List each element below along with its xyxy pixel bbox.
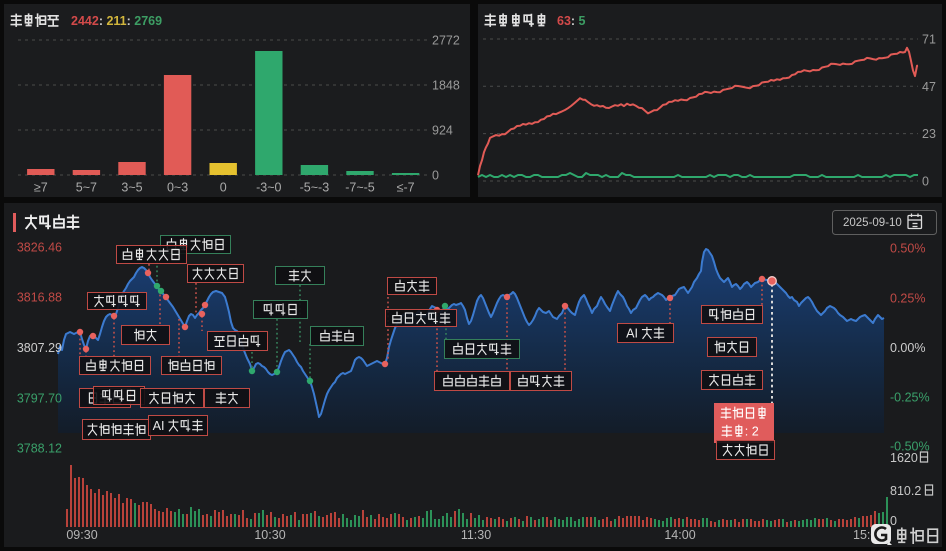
- svg-text:0.00%: 0.00%: [890, 341, 925, 355]
- svg-text:71: 71: [922, 33, 936, 47]
- svg-text:AI: AI: [153, 419, 165, 433]
- svg-text:-5~-3: -5~-3: [300, 181, 330, 195]
- svg-text:≤-7: ≤-7: [397, 181, 415, 195]
- svg-text:47: 47: [922, 80, 936, 94]
- svg-text:0: 0: [432, 169, 439, 183]
- svg-text:2025-09-10: 2025-09-10: [843, 217, 902, 229]
- svg-text:1848: 1848: [432, 79, 460, 93]
- svg-text:3788.12: 3788.12: [17, 442, 62, 456]
- svg-text:0~3: 0~3: [167, 181, 188, 195]
- svg-text:: 2: : 2: [745, 424, 759, 438]
- svg-text:-7~-5: -7~-5: [345, 181, 375, 195]
- svg-text:≥7: ≥7: [34, 181, 48, 195]
- svg-text:-0.25%: -0.25%: [890, 391, 930, 405]
- svg-text:1620: 1620: [890, 451, 918, 465]
- svg-text:23: 23: [922, 127, 936, 141]
- svg-text:0: 0: [890, 514, 897, 528]
- svg-text:0.25%: 0.25%: [890, 292, 925, 306]
- svg-text:2772: 2772: [432, 34, 460, 48]
- svg-text:0: 0: [220, 181, 227, 195]
- svg-text:11:30: 11:30: [461, 528, 491, 542]
- svg-text:3797.70: 3797.70: [17, 392, 62, 406]
- svg-text:3807.29: 3807.29: [17, 341, 62, 355]
- svg-text:09:30: 09:30: [66, 528, 97, 542]
- svg-text:810.2: 810.2: [890, 484, 921, 498]
- svg-text:2442: 211: 2769: 2442: 211: 2769: [71, 14, 162, 28]
- svg-text:924: 924: [432, 124, 453, 138]
- svg-text:AI: AI: [626, 326, 638, 340]
- svg-text:3~5: 3~5: [121, 181, 142, 195]
- svg-text:-0.50%: -0.50%: [890, 440, 930, 454]
- svg-text:5~7: 5~7: [76, 181, 97, 195]
- svg-text:-3~0: -3~0: [256, 181, 281, 195]
- svg-text:14:00: 14:00: [664, 528, 695, 542]
- svg-text:10:30: 10:30: [254, 528, 285, 542]
- svg-text:3826.46: 3826.46: [17, 241, 62, 255]
- svg-text:3816.88: 3816.88: [17, 291, 62, 305]
- svg-text:63: 5: 63: 5: [557, 14, 586, 28]
- svg-text:0: 0: [922, 175, 929, 189]
- svg-text:0.50%: 0.50%: [890, 242, 925, 256]
